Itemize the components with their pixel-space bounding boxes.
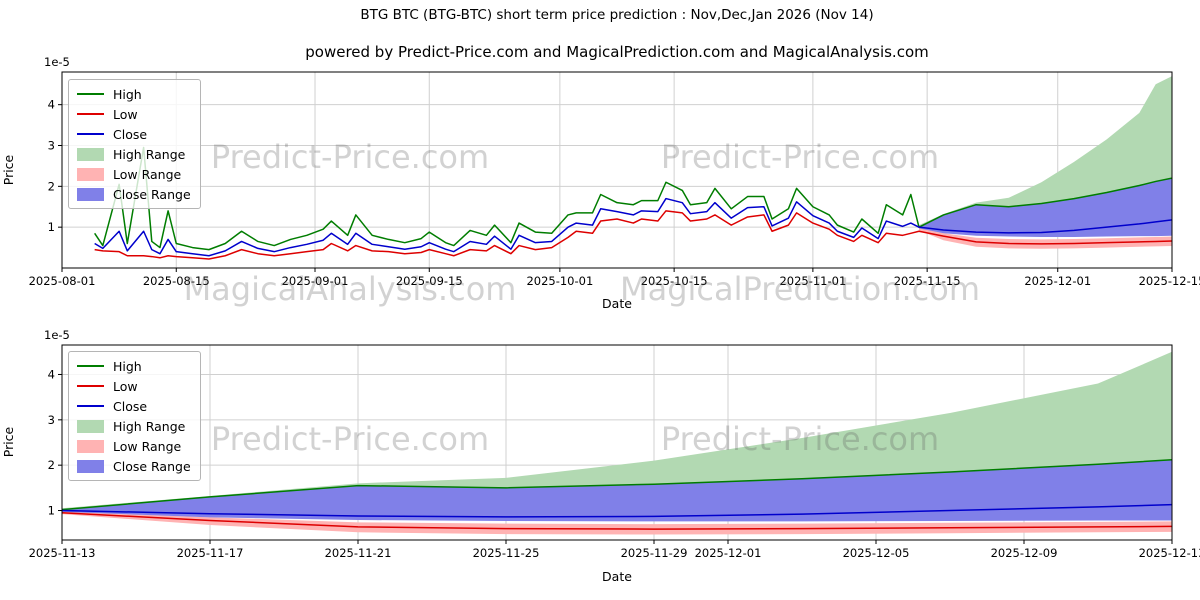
close-line-swatch — [77, 404, 104, 408]
x-tick-label: 2025-12-13 — [1139, 546, 1200, 560]
legend-item-high-range: High Range — [77, 416, 191, 436]
prediction-detail-chart: 2025-11-13 2025-11-17 2025-11-21 2025-11-25… — [29, 344, 1200, 560]
y-tick-label: 1 — [48, 504, 55, 518]
high-range-swatch — [77, 147, 104, 161]
legend-item-low-range: Low Range — [77, 436, 191, 456]
y-tick-label: 2 — [48, 179, 55, 193]
legend-label-low: Low — [113, 378, 138, 394]
legend-label-high: High — [113, 358, 142, 374]
x-tick-label: 2025-11-25 — [473, 546, 540, 560]
legend-item-low: Low — [77, 376, 191, 396]
close-line — [62, 503, 1172, 518]
page-subtitle: powered by Predict-Price.com and Magical… — [305, 43, 929, 61]
x-axis-label-bottom: Date — [602, 569, 632, 584]
legend-label-close: Close — [113, 126, 148, 142]
legend-label-close: Close — [113, 398, 148, 414]
y-tick-label: 3 — [48, 413, 55, 427]
low-line-swatch — [77, 384, 104, 388]
close-range-swatch — [77, 459, 104, 473]
x-axis-label-top: Date — [602, 296, 632, 311]
x-tick-label: 2025-08-01 — [29, 274, 96, 288]
legend-item-close: Close — [77, 396, 191, 416]
legend-item-close-range: Close Range — [77, 184, 191, 204]
x-tick-label: 2025-11-17 — [177, 546, 244, 560]
plot-border — [61, 71, 1173, 269]
legend-item-close: Close — [77, 124, 191, 144]
close-line-swatch — [77, 132, 104, 136]
x-tick-label: 2025-11-21 — [325, 546, 392, 560]
x-tick-label: 2025-09-15 — [396, 274, 463, 288]
y-axis-label-bottom: Price — [1, 426, 16, 458]
y-tick-label: 1 — [48, 220, 55, 234]
y-tick-label: 2 — [48, 458, 55, 472]
legend-top-chart: High Low Close High Range Low Range Clos… — [68, 79, 201, 209]
x-tick-label: 2025-12-15 — [1139, 274, 1200, 288]
y-tick-label: 4 — [48, 367, 55, 381]
gridlines — [61, 72, 1173, 268]
x-tick-label: 2025-12-09 — [991, 546, 1058, 560]
x-tick-label: 2025-10-15 — [641, 274, 708, 288]
price-history-chart: 2025-08-01 2025-08-15 2025-09-01 2025-09-15… — [29, 71, 1200, 288]
y-offset-label-top: 1e-5 — [44, 55, 70, 69]
x-tick-label: 2025-11-29 — [621, 546, 688, 560]
high-range-band — [62, 351, 1172, 510]
y-tick-label: 4 — [48, 98, 55, 112]
y-offset-label-bottom: 1e-5 — [44, 328, 70, 342]
range-bands — [918, 76, 1172, 249]
x-tick-label: 2025-12-01 — [1024, 274, 1091, 288]
low-line — [62, 512, 1172, 530]
x-tick-label: 2025-11-15 — [894, 274, 961, 288]
low-range-swatch — [77, 167, 104, 181]
close-range-swatch — [77, 187, 104, 201]
legend-item-high: High — [77, 84, 191, 104]
low-line-swatch — [77, 112, 104, 116]
legend-label-low: Low — [113, 106, 138, 122]
legend-label-high: High — [113, 86, 142, 102]
legend-label-low-range: Low Range — [113, 166, 182, 182]
legend-label-close-range: Close Range — [113, 186, 191, 202]
high-range-band — [918, 76, 1172, 227]
high-line — [62, 458, 1172, 511]
legend-label-low-range: Low Range — [113, 438, 182, 454]
legend-item-close-range: Close Range — [77, 456, 191, 476]
high-line-swatch — [77, 364, 104, 368]
x-tick-label: 2025-11-01 — [779, 274, 846, 288]
plot-border — [61, 344, 1173, 541]
high-line — [94, 146, 1172, 251]
close-line — [94, 197, 1172, 257]
close-range-band — [918, 178, 1172, 237]
legend-item-low-range: Low Range — [77, 164, 191, 184]
legend-item-high-range: High Range — [77, 144, 191, 164]
x-tick-label: 2025-11-13 — [29, 546, 96, 560]
high-range-swatch — [77, 419, 104, 433]
legend-bottom-chart: High Low Close High Range Low Range Clos… — [68, 351, 201, 481]
axis-ticks: 2025-11-13 2025-11-17 2025-11-21 2025-11-25… — [29, 367, 1200, 560]
high-line-swatch — [77, 92, 104, 96]
y-tick-label: 3 — [48, 139, 55, 153]
x-tick-label: 2025-12-05 — [843, 546, 910, 560]
legend-label-close-range: Close Range — [113, 458, 191, 474]
legend-label-high-range: High Range — [113, 418, 186, 434]
low-range-swatch — [77, 439, 104, 453]
legend-item-high: High — [77, 356, 191, 376]
x-tick-label: 2025-08-15 — [143, 274, 210, 288]
x-tick-label: 2025-09-01 — [282, 274, 349, 288]
y-axis-label-top: Price — [1, 154, 16, 186]
page-title: BTG BTC (BTG-BTC) short term price predi… — [360, 7, 874, 23]
axis-ticks: 2025-08-01 2025-08-15 2025-09-01 2025-09-15… — [29, 98, 1200, 288]
range-bands — [62, 351, 1172, 535]
legend-item-low: Low — [77, 104, 191, 124]
legend-label-high-range: High Range — [113, 146, 186, 162]
x-tick-label: 2025-10-01 — [526, 274, 593, 288]
low-range-band — [918, 227, 1172, 249]
low-line — [94, 210, 1172, 260]
x-tick-label: 2025-12-01 — [695, 546, 762, 560]
